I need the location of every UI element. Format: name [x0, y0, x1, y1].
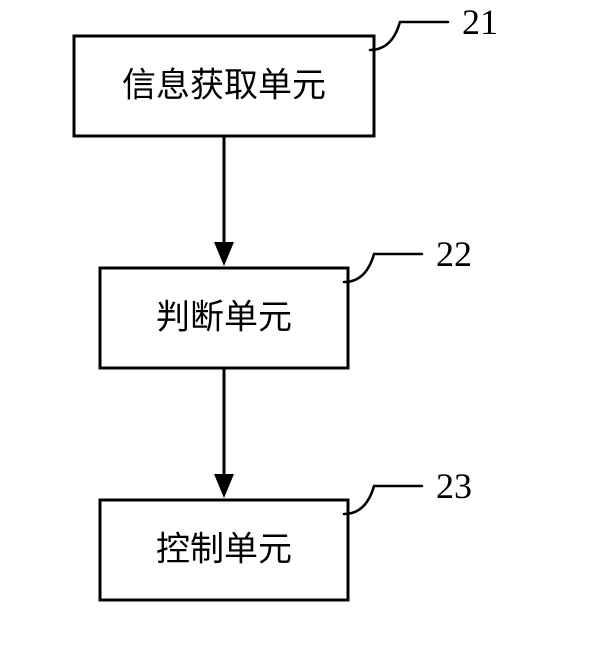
- flow-arrow-head: [214, 474, 234, 498]
- callout-line: [370, 22, 448, 50]
- flowchart-node: 信息获取单元 21: [74, 2, 498, 136]
- flowchart-node: 判断单元 22: [100, 234, 472, 368]
- flowchart-diagram: 信息获取单元 21 判断单元 22 控制单元 23: [0, 0, 590, 647]
- callout-line: [344, 254, 422, 282]
- callout-line: [344, 486, 422, 514]
- node-label: 控制单元: [156, 531, 292, 569]
- flowchart-node: 控制单元 23: [100, 466, 472, 600]
- node-number: 21: [462, 2, 498, 42]
- node-label: 判断单元: [156, 299, 292, 337]
- flow-arrow-head: [214, 242, 234, 266]
- node-label: 信息获取单元: [122, 67, 326, 105]
- nodes-layer: 信息获取单元 21 判断单元 22 控制单元 23: [74, 2, 498, 600]
- node-number: 23: [436, 466, 472, 506]
- node-number: 22: [436, 234, 472, 274]
